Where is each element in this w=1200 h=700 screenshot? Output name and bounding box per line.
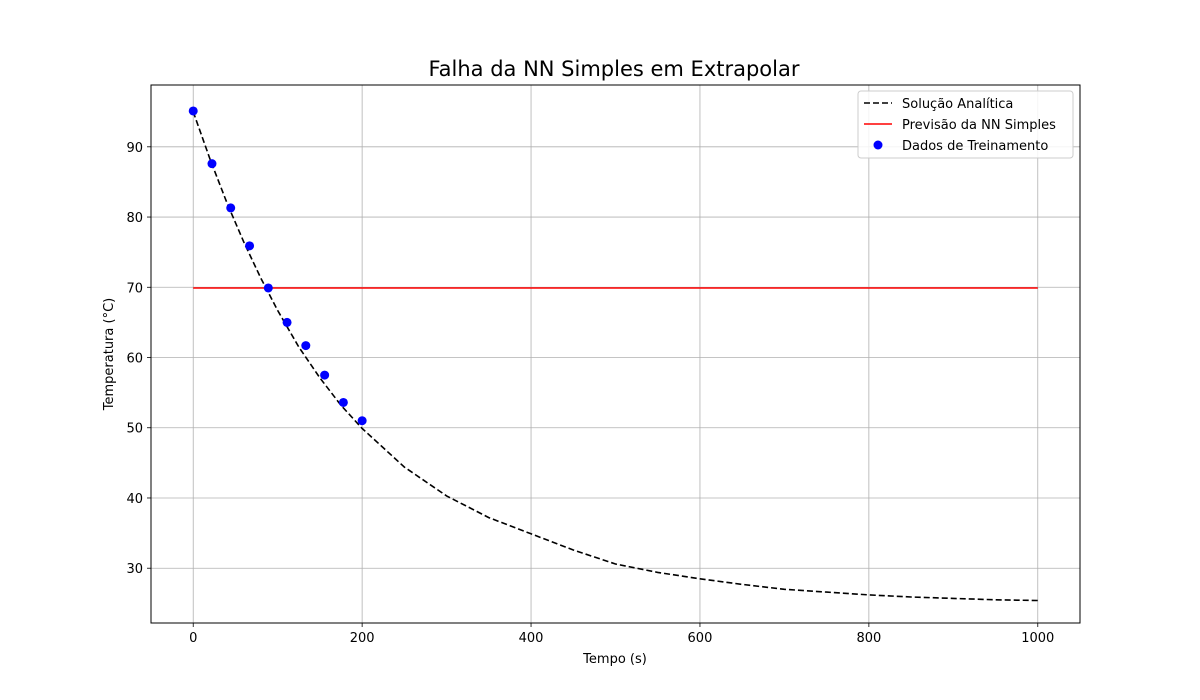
training-data-point bbox=[357, 416, 367, 426]
y-tick-label: 80 bbox=[126, 211, 143, 226]
training-data-point bbox=[245, 241, 255, 251]
x-tick-label: 200 bbox=[350, 631, 375, 646]
training-data-point bbox=[301, 341, 311, 351]
chart-title: Falha da NN Simples em Extrapolar bbox=[429, 57, 800, 81]
x-tick-label: 1000 bbox=[1021, 631, 1054, 646]
y-tick-label: 70 bbox=[126, 281, 143, 296]
legend-entry-label: Dados de Treinamento bbox=[902, 139, 1048, 154]
y-tick-label: 60 bbox=[126, 352, 143, 367]
y-tick-label: 90 bbox=[126, 141, 143, 156]
y-axis-label: Temperatura (°C) bbox=[102, 298, 117, 411]
legend-entry-label: Previsão da NN Simples bbox=[902, 118, 1056, 133]
legend: Solução Analítica Previsão da NN Simples D… bbox=[857, 90, 1074, 159]
training-data-point bbox=[188, 106, 198, 116]
training-data-point bbox=[263, 283, 273, 293]
analytic-solution-line bbox=[192, 111, 1038, 602]
legend-entry-label: Solução Analítica bbox=[902, 97, 1013, 112]
x-axis-label: Tempo (s) bbox=[582, 652, 647, 667]
x-tick-label: 400 bbox=[519, 631, 544, 646]
y-tick-label: 30 bbox=[126, 562, 143, 577]
plot-series bbox=[188, 106, 1038, 602]
y-tick-label: 50 bbox=[126, 422, 143, 437]
training-data-point bbox=[338, 397, 348, 407]
x-tick-label: 0 bbox=[189, 631, 197, 646]
legend-box bbox=[857, 90, 1074, 159]
training-data-point bbox=[320, 370, 330, 380]
training-data-point bbox=[282, 317, 292, 327]
y-tick-label: 40 bbox=[126, 492, 143, 507]
training-data-point bbox=[207, 159, 217, 169]
plot-frame bbox=[150, 84, 1081, 624]
training-data-point bbox=[226, 203, 236, 213]
axis-ticks: 0 200 400 600 800 1000 30 40 50 60 70 80 90 bbox=[126, 141, 1054, 646]
x-tick-label: 800 bbox=[856, 631, 881, 646]
legend-marker-swatch bbox=[873, 140, 883, 150]
x-tick-label: 600 bbox=[688, 631, 713, 646]
